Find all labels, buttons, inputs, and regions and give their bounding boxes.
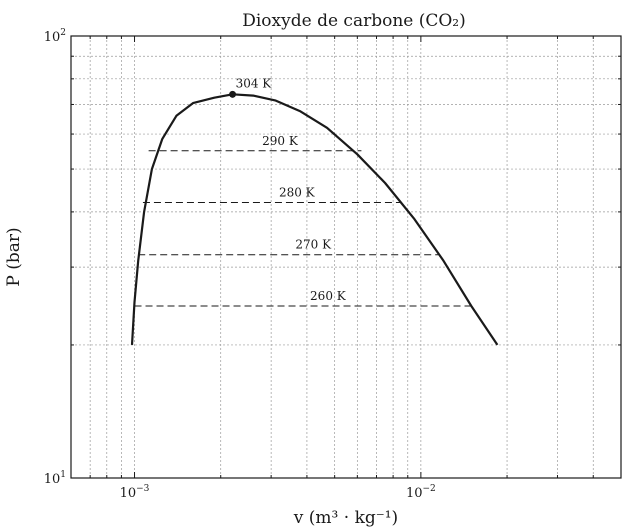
y-axis-label: P (bar) bbox=[4, 227, 24, 286]
y-tick-label: 102 bbox=[44, 28, 66, 45]
x-tick-label: 10−3 bbox=[120, 484, 150, 501]
curve-layer: 304 K bbox=[130, 76, 499, 346]
isotherm-label: 290 K bbox=[262, 134, 299, 148]
x-axis-label: v (m³ · kg⁻¹) bbox=[293, 508, 398, 528]
plot-frame bbox=[70, 35, 622, 479]
chart-title: Dioxyde de carbone (CO₂) bbox=[242, 11, 466, 31]
saturation-curve bbox=[130, 93, 499, 346]
x-tick-label: 10−2 bbox=[406, 484, 436, 501]
isotherm-label: 260 K bbox=[310, 289, 347, 303]
isotherm-label: 280 K bbox=[279, 186, 316, 200]
tick-layer: 10−3 10−2 101 102 bbox=[44, 28, 621, 501]
critical-point bbox=[229, 90, 237, 98]
isotherm-layer: 290 K 280 K 270 K 260 K bbox=[134, 134, 472, 307]
grid-layer bbox=[71, 36, 621, 478]
y-tick-label: 101 bbox=[44, 470, 66, 487]
critical-point-label: 304 K bbox=[236, 76, 273, 90]
isotherm-label: 270 K bbox=[295, 238, 332, 252]
